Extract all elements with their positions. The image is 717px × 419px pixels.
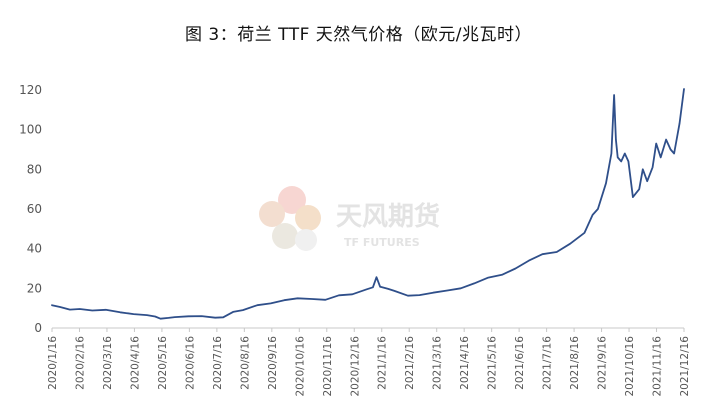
series-line (51, 88, 685, 320)
y-tick-label: 0 (34, 321, 42, 335)
x-tick-label: 2020/2/16 (74, 336, 86, 390)
x-tick-label: 2020/3/16 (102, 336, 114, 390)
y-tick-label: 40 (27, 242, 42, 256)
x-tick-label: 2020/5/16 (157, 336, 169, 390)
x-tick-label: 2021/10/16 (624, 336, 636, 397)
y-tick-label: 120 (19, 83, 42, 97)
y-tick-label: 80 (27, 162, 42, 176)
chart-title: 图 3：荷兰 TTF 天然气价格（欧元/兆瓦时） (184, 25, 532, 45)
x-tick-label: 2020/11/16 (322, 336, 334, 397)
x-tick-label: 2021/2/16 (404, 336, 416, 390)
x-tick-label: 2020/10/16 (294, 336, 306, 397)
x-tick-label: 2020/8/16 (239, 336, 251, 390)
x-tick-label: 2021/7/16 (542, 336, 554, 390)
x-tick-label: 2021/5/16 (487, 336, 499, 390)
series-layer (51, 88, 685, 320)
x-tick-label: 2020/12/16 (349, 336, 361, 397)
x-tick-label: 2021/4/16 (459, 336, 471, 390)
watermark-brand-cn: 天风期货 (336, 201, 440, 232)
axes: 0 20 40 60 80 100 120 2020/1/16 2020/2/16 2020/3/… (19, 83, 691, 397)
x-tick-label: 2020/1/16 (47, 336, 59, 390)
watermark-brand-en: TF FUTURES (344, 236, 420, 249)
x-tick-label: 2021/9/16 (597, 336, 609, 390)
y-tick-label: 60 (27, 202, 42, 216)
watermark-logo: 天风期货 TF FUTURES (259, 186, 440, 251)
x-tick-label: 2020/4/16 (129, 336, 141, 390)
x-tick-label: 2020/7/16 (212, 336, 224, 390)
y-tick-label: 100 (19, 123, 42, 137)
y-tick-label: 20 (27, 281, 42, 295)
x-tick-label: 2021/1/16 (377, 336, 389, 390)
x-tick-label: 2021/8/16 (569, 336, 581, 390)
x-tick-label: 2021/6/16 (514, 336, 526, 390)
x-tick-label: 2021/11/16 (652, 336, 664, 397)
x-tick-label: 2020/6/16 (184, 336, 196, 390)
x-tick-label: 2021/12/16 (679, 336, 691, 397)
x-tick-label: 2020/9/16 (267, 336, 279, 390)
x-tick-label: 2021/3/16 (432, 336, 444, 390)
